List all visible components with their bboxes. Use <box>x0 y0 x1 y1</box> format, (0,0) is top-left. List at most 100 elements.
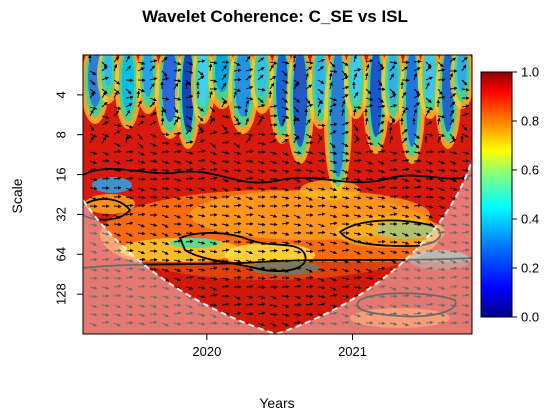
phase-arrow <box>377 121 385 126</box>
phase-arrow <box>305 84 313 90</box>
phase-arrow <box>233 122 242 126</box>
phase-arrow <box>317 241 325 246</box>
phase-arrow <box>137 304 146 308</box>
phase-arrow <box>341 294 350 299</box>
phase-arrow <box>257 118 262 126</box>
phase-arrow <box>425 160 433 165</box>
phase-arrow <box>377 79 383 87</box>
phase-arrow <box>125 275 134 280</box>
phase-arrow <box>269 275 278 280</box>
phase-arrow <box>365 169 374 173</box>
phase-arrow <box>389 294 398 299</box>
phase-arrow <box>149 320 158 325</box>
phase-arrow <box>125 95 134 100</box>
phase-arrow <box>233 68 242 73</box>
phase-arrow <box>125 176 134 181</box>
phase-arrow <box>317 136 323 144</box>
colorbar-gradient <box>480 71 513 318</box>
phase-arrow <box>221 100 226 108</box>
phase-arrow <box>245 176 254 181</box>
phase-arrow <box>305 268 313 273</box>
phase-arrow <box>125 294 134 299</box>
phase-arrow <box>425 121 433 126</box>
phase-arrow <box>365 258 374 263</box>
phase-arrow <box>209 249 218 254</box>
phase-arrow <box>185 286 194 290</box>
phase-arrow <box>149 195 158 200</box>
phase-arrow <box>317 88 324 94</box>
phase-arrow <box>197 313 206 317</box>
phase-arrow <box>233 142 240 148</box>
phase-arrow <box>425 65 432 72</box>
phase-arrow <box>437 241 445 246</box>
phase-arrow <box>425 169 434 173</box>
phase-arrow <box>293 320 302 325</box>
phase-arrow <box>257 302 266 307</box>
phase-arrow <box>185 176 194 181</box>
phase-arrow <box>449 222 458 227</box>
phase-arrow <box>329 321 338 326</box>
phase-arrow <box>293 195 302 200</box>
phase-arrow <box>281 169 290 173</box>
phase-arrow <box>173 311 182 316</box>
phase-arrow <box>197 286 206 290</box>
phase-arrow <box>353 151 362 155</box>
phase-arrow <box>233 302 242 307</box>
phase-arrow <box>221 140 230 145</box>
phase-arrow <box>341 76 349 81</box>
phase-arrow <box>305 103 314 108</box>
phase-arrow <box>173 259 182 263</box>
coi-shade-left <box>83 200 276 334</box>
phase-arrow <box>209 266 218 270</box>
phase-arrow <box>161 168 170 173</box>
phase-arrow <box>173 115 181 120</box>
phase-arrow <box>149 142 157 147</box>
phase-arrow <box>425 302 434 307</box>
phase-arrow <box>125 312 134 317</box>
phase-arrow <box>113 106 122 110</box>
phase-arrow <box>257 57 265 63</box>
phase-arrow <box>317 285 326 290</box>
phase-arrow <box>377 277 386 281</box>
y-axis-label: Scale <box>9 178 25 213</box>
phase-arrow <box>161 268 170 273</box>
phase-arrow <box>461 104 470 109</box>
phase-arrow <box>329 130 337 135</box>
phase-arrow <box>377 185 386 190</box>
phase-arrow <box>317 321 326 326</box>
phase-arrow <box>221 151 230 155</box>
phase-arrow <box>437 135 441 144</box>
phase-arrow <box>401 259 410 263</box>
phase-arrow <box>389 250 398 254</box>
phase-arrow <box>389 60 398 65</box>
phase-arrow <box>353 68 362 72</box>
coherence-region <box>143 55 153 97</box>
phase-arrow <box>233 115 239 122</box>
phase-arrow <box>449 311 458 316</box>
phase-arrow <box>101 65 108 72</box>
phase-arrow <box>89 312 98 317</box>
phase-arrow <box>221 187 229 192</box>
phase-arrow <box>137 231 146 236</box>
phase-arrow <box>125 135 129 144</box>
coi-shade-right <box>276 160 472 334</box>
phase-arrow <box>305 284 314 289</box>
phase-arrow <box>89 160 98 165</box>
phase-arrow <box>245 295 254 299</box>
phase-arrow <box>101 91 107 99</box>
phase-arrow <box>245 284 254 289</box>
phase-arrow <box>89 106 98 110</box>
phase-arrow <box>197 205 206 209</box>
phase-arrow <box>245 96 254 101</box>
phase-arrow <box>173 268 182 272</box>
phase-arrow <box>413 286 422 290</box>
phase-arrow <box>401 178 410 183</box>
phase-arrow <box>449 196 457 201</box>
phase-arrow <box>425 106 434 111</box>
phase-arrow <box>149 121 157 126</box>
phase-arrow <box>365 232 374 237</box>
phase-arrow <box>149 151 158 155</box>
phase-arrow <box>101 196 110 201</box>
phase-arrow <box>365 59 374 63</box>
phase-arrow <box>353 232 362 236</box>
